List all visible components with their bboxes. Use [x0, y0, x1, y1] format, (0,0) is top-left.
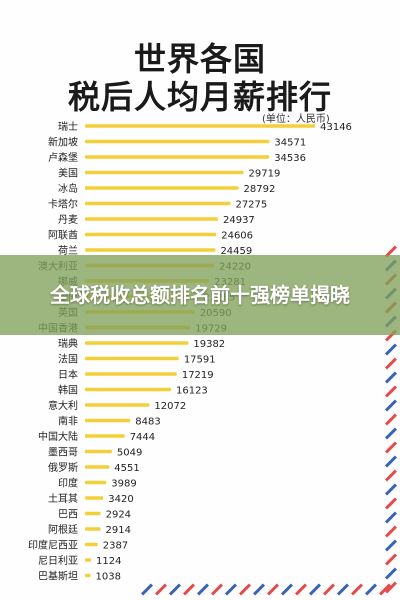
bar: [85, 449, 112, 454]
category-label: 印度尼西亚: [28, 539, 78, 552]
category-label: 荷兰: [58, 244, 78, 257]
chart-title-line2: 税后人均月薪排行: [67, 78, 332, 116]
bar: [85, 418, 131, 423]
bar: [85, 124, 316, 128]
category-label: 卢森堡: [48, 151, 78, 164]
category-label: 日本: [58, 368, 78, 381]
bar: [85, 341, 189, 345]
value-label: 43146: [320, 122, 352, 133]
bar: [85, 511, 101, 516]
bar: [85, 201, 231, 206]
category-label: 南非: [58, 415, 78, 428]
bar: [85, 186, 239, 190]
value-label: 24606: [221, 231, 253, 242]
bar: [85, 434, 125, 438]
category-label: 巴基斯坦: [38, 570, 78, 583]
value-label: 16123: [176, 386, 208, 397]
category-label: 意大利: [48, 399, 78, 412]
category-label: 新加坡: [48, 136, 78, 149]
bar: [85, 387, 171, 392]
category-label: 韩国: [58, 384, 78, 397]
value-label: 24937: [223, 215, 255, 226]
bar: [85, 558, 91, 562]
bar: [85, 248, 216, 252]
bar: [85, 372, 177, 376]
headline-banner: 全球税收总额排名前十强榜单揭晓: [0, 255, 400, 335]
category-label: 丹麦: [58, 214, 78, 226]
bar: [85, 527, 101, 531]
category-label: 法国: [58, 353, 78, 366]
value-label: 8483: [135, 417, 160, 428]
bar: [85, 573, 91, 578]
bar: [85, 542, 98, 547]
headline-text: 全球税收总额排名前十强榜单揭晓: [50, 283, 350, 307]
value-label: 2924: [106, 510, 131, 521]
value-label: 28792: [244, 184, 276, 195]
value-label: 2914: [106, 525, 131, 536]
category-label: 卡塔尔: [48, 198, 78, 211]
value-label: 3989: [111, 479, 136, 490]
value-label: 19382: [193, 339, 225, 350]
value-label: 1038: [96, 572, 121, 583]
bar: [85, 232, 217, 237]
value-label: 29719: [249, 169, 281, 180]
value-label: 34571: [274, 138, 306, 149]
value-label: 2387: [103, 541, 128, 552]
value-label: 34536: [274, 153, 306, 164]
category-label: 阿根廷: [48, 523, 78, 536]
value-label: 17219: [182, 370, 214, 381]
value-label: 12072: [154, 401, 186, 412]
category-label: 冰岛: [58, 182, 78, 195]
category-label: 土耳其: [48, 492, 78, 505]
value-label: 24459: [220, 246, 252, 257]
value-label: 27275: [235, 200, 267, 211]
bar: [85, 356, 179, 361]
bar: [85, 465, 110, 469]
value-label: 7444: [130, 432, 155, 443]
category-label: 俄罗斯: [48, 461, 78, 474]
value-label: 3420: [108, 494, 133, 505]
value-label: 17591: [184, 355, 216, 366]
category-label: 墨西哥: [48, 447, 78, 459]
bar: [85, 480, 107, 485]
category-label: 瑞士: [58, 120, 78, 133]
category-label: 美国: [58, 167, 78, 180]
chart-title-line1: 世界各国: [133, 40, 266, 78]
category-label: 尼日利亚: [38, 555, 78, 567]
category-label: 阿联酋: [48, 229, 78, 242]
bar: [85, 403, 150, 407]
bar-chart: 瑞士 43146 新加坡 34571 卢森堡 34536 美国 29719 冰岛 28792 卡塔尔…: [28, 120, 352, 583]
category-label: 中国大陆: [38, 430, 78, 443]
unit-label: (单位：人民币): [262, 114, 330, 125]
bar: [85, 496, 104, 500]
value-label: 5049: [117, 448, 142, 459]
bar: [85, 139, 270, 144]
bar: [85, 155, 270, 159]
bar: [85, 170, 244, 175]
value-label: 4551: [114, 463, 139, 474]
category-label: 瑞典: [58, 337, 78, 350]
category-label: 印度: [58, 477, 78, 490]
bar: [85, 217, 218, 221]
value-label: 1124: [96, 556, 121, 567]
category-label: 巴西: [58, 509, 78, 521]
